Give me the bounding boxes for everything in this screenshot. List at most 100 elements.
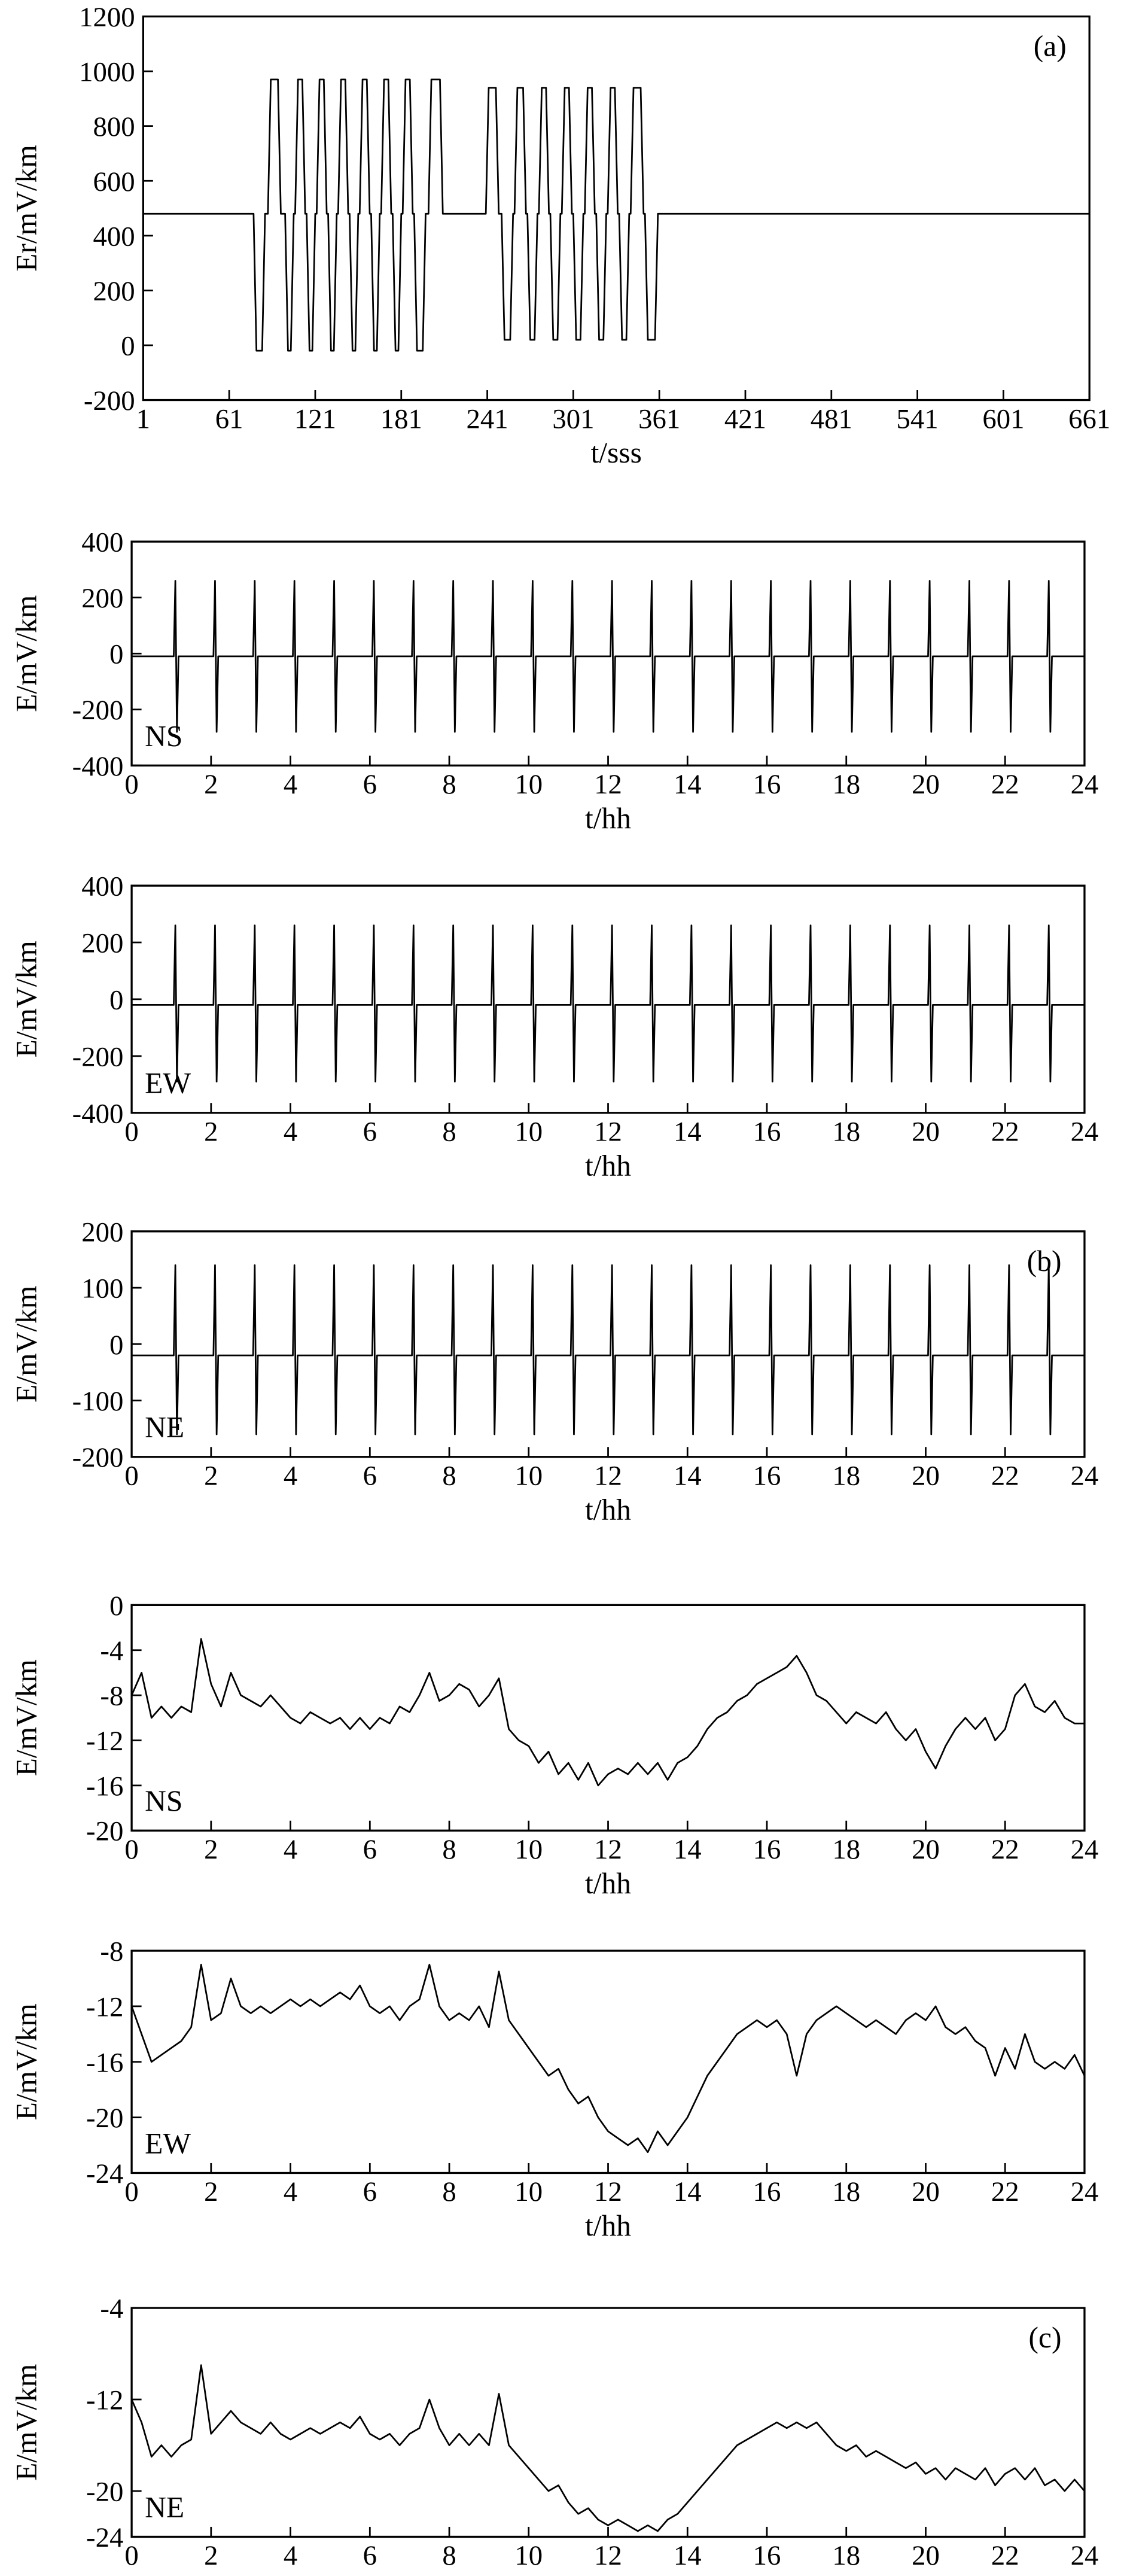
- x-tick-label: 20: [912, 1461, 940, 1492]
- y-tick-label: -200: [72, 695, 124, 726]
- x-tick-label: 18: [832, 2540, 860, 2571]
- y-axis-label: E/mV/km: [10, 2364, 43, 2481]
- x-axis-label: t/hh: [585, 2209, 631, 2242]
- y-tick-label: -400: [72, 751, 124, 782]
- x-tick-label: 10: [514, 1461, 543, 1492]
- x-tick-label: 2: [204, 2540, 218, 2571]
- x-tick-label: 22: [991, 2540, 1019, 2571]
- panel-label: EW: [145, 1067, 191, 1100]
- y-tick-label: -200: [84, 385, 135, 416]
- x-tick-label: 4: [284, 1461, 297, 1492]
- annotation: (c): [1029, 2321, 1062, 2354]
- x-tick-label: 12: [594, 1461, 622, 1492]
- x-tick-label: 0: [124, 769, 138, 800]
- x-tick-label: 14: [674, 1461, 702, 1492]
- x-tick-label: 10: [514, 1117, 543, 1148]
- x-tick-label: 10: [514, 1834, 543, 1865]
- x-tick-label: 181: [380, 403, 422, 434]
- y-tick-label: 800: [93, 111, 135, 142]
- x-tick-label: 20: [912, 2176, 940, 2207]
- x-tick-label: 18: [832, 1117, 860, 1148]
- plot-frame: [142, 15, 1091, 402]
- x-tick-label: 2: [204, 1834, 218, 1865]
- y-tick-label: 0: [109, 984, 123, 1015]
- y-tick-label: -20: [86, 2103, 123, 2134]
- x-tick-label: 14: [674, 2540, 702, 2571]
- x-tick-label: 22: [991, 2176, 1019, 2207]
- y-axis-label: Er/mV/km: [10, 145, 43, 272]
- annotation: (b): [1027, 1245, 1062, 1278]
- y-tick-label: -12: [86, 1991, 123, 2023]
- x-tick-label: 8: [442, 1834, 456, 1865]
- x-tick-label: 16: [753, 1834, 781, 1865]
- y-tick-label: 100: [81, 1273, 123, 1304]
- x-tick-label: 12: [594, 2176, 622, 2207]
- x-tick-label: 1: [136, 403, 150, 434]
- x-tick-label: 0: [124, 2540, 138, 2571]
- y-tick-label: -4: [100, 2294, 123, 2325]
- y-axis-label: E/mV/km: [10, 2003, 43, 2120]
- y-tick-label: 1200: [79, 2, 135, 33]
- y-tick-label: -20: [86, 1816, 123, 1847]
- x-tick-label: 8: [442, 1117, 456, 1148]
- x-tick-label: 8: [442, 769, 456, 800]
- x-axis-label: t/hh: [585, 1867, 631, 1900]
- x-tick-label: 16: [753, 1117, 781, 1148]
- x-tick-label: 14: [674, 2176, 702, 2207]
- y-tick-label: -200: [72, 1442, 124, 1473]
- y-tick-label: -20: [86, 2476, 123, 2507]
- x-tick-label: 14: [674, 1117, 702, 1148]
- x-tick-label: 16: [753, 2540, 781, 2571]
- x-tick-label: 22: [991, 1117, 1019, 1148]
- data-line: [143, 78, 1090, 352]
- x-tick-label: 14: [674, 769, 702, 800]
- x-tick-label: 0: [124, 1117, 138, 1148]
- y-tick-label: 0: [109, 639, 123, 670]
- x-tick-label: 22: [991, 1461, 1019, 1492]
- x-tick-label: 301: [552, 403, 594, 434]
- y-tick-label: 600: [93, 166, 135, 197]
- x-tick-label: 18: [832, 1461, 860, 1492]
- x-tick-label: 4: [284, 1117, 297, 1148]
- y-tick-label: -12: [86, 2385, 123, 2416]
- x-tick-label: 24: [1071, 1834, 1099, 1865]
- y-tick-label: 0: [109, 1590, 123, 1622]
- y-tick-label: 200: [93, 276, 135, 307]
- y-axis-label: E/mV/km: [10, 595, 43, 712]
- x-tick-label: 20: [912, 2540, 940, 2571]
- x-tick-label: 601: [982, 403, 1024, 434]
- y-tick-label: 400: [81, 871, 123, 902]
- x-tick-label: 421: [724, 403, 766, 434]
- x-tick-label: 12: [594, 2540, 622, 2571]
- data-line: [130, 1638, 1085, 1787]
- plot-frame: [130, 1604, 1086, 1832]
- x-tick-label: 0: [124, 1461, 138, 1492]
- x-tick-label: 2: [204, 769, 218, 800]
- y-tick-label: 200: [81, 1216, 123, 1248]
- x-tick-label: 12: [594, 769, 622, 800]
- x-tick-label: 20: [912, 1834, 940, 1865]
- x-tick-label: 16: [753, 2176, 781, 2207]
- y-tick-label: -24: [86, 2522, 123, 2553]
- y-tick-label: 200: [81, 583, 123, 614]
- x-tick-label: 8: [442, 2176, 456, 2207]
- x-tick-label: 2: [204, 1461, 218, 1492]
- x-tick-label: 18: [832, 2176, 860, 2207]
- x-tick-label: 10: [514, 2540, 543, 2571]
- x-tick-label: 6: [363, 1461, 377, 1492]
- annotation: (a): [1034, 30, 1067, 63]
- plot-frame: [130, 1230, 1086, 1458]
- x-tick-label: 481: [811, 403, 852, 434]
- x-tick-label: 8: [442, 1461, 456, 1492]
- x-tick-label: 6: [363, 1834, 377, 1865]
- x-tick-label: 541: [897, 403, 939, 434]
- x-tick-label: 22: [991, 1834, 1019, 1865]
- y-tick-label: 400: [93, 221, 135, 252]
- x-tick-label: 20: [912, 769, 940, 800]
- x-tick-label: 24: [1071, 2540, 1099, 2571]
- x-axis-label: t/sss: [591, 436, 642, 469]
- x-axis-label: t/hh: [585, 1493, 631, 1526]
- y-tick-label: 0: [109, 1330, 123, 1361]
- panel-label: EW: [145, 2127, 191, 2160]
